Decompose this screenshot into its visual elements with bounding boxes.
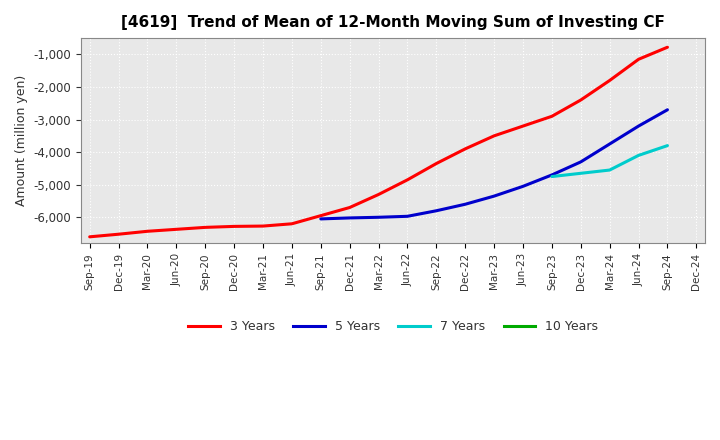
Line: 7 Years: 7 Years (552, 146, 667, 176)
5 Years (403, 214, 412, 219)
3 Years (317, 213, 325, 218)
5 Years (518, 183, 527, 189)
3 Years (143, 229, 152, 234)
5 Years (346, 215, 354, 220)
Title: [4619]  Trend of Mean of 12-Month Moving Sum of Investing CF: [4619] Trend of Mean of 12-Month Moving … (121, 15, 665, 30)
3 Years (490, 133, 498, 139)
5 Years (432, 208, 441, 213)
5 Years (490, 194, 498, 199)
3 Years (346, 205, 354, 210)
7 Years (577, 171, 585, 176)
3 Years (518, 124, 527, 129)
3 Years (114, 231, 123, 237)
5 Years (606, 141, 614, 147)
3 Years (86, 234, 94, 239)
3 Years (374, 192, 383, 197)
5 Years (548, 172, 557, 178)
3 Years (287, 221, 296, 227)
3 Years (577, 97, 585, 103)
3 Years (432, 161, 441, 166)
3 Years (663, 44, 672, 50)
3 Years (606, 78, 614, 83)
5 Years (634, 124, 643, 129)
3 Years (461, 146, 469, 151)
5 Years (577, 159, 585, 165)
5 Years (461, 202, 469, 207)
3 Years (403, 177, 412, 183)
3 Years (230, 224, 238, 229)
7 Years (634, 153, 643, 158)
3 Years (634, 57, 643, 62)
3 Years (548, 114, 557, 119)
5 Years (663, 107, 672, 112)
5 Years (374, 215, 383, 220)
Line: 5 Years: 5 Years (321, 110, 667, 219)
7 Years (606, 167, 614, 172)
3 Years (258, 224, 267, 229)
3 Years (201, 225, 210, 230)
3 Years (172, 227, 181, 232)
Y-axis label: Amount (million yen): Amount (million yen) (15, 75, 28, 206)
Line: 3 Years: 3 Years (90, 47, 667, 237)
7 Years (663, 143, 672, 148)
7 Years (548, 174, 557, 179)
5 Years (317, 216, 325, 222)
Legend: 3 Years, 5 Years, 7 Years, 10 Years: 3 Years, 5 Years, 7 Years, 10 Years (184, 315, 603, 338)
